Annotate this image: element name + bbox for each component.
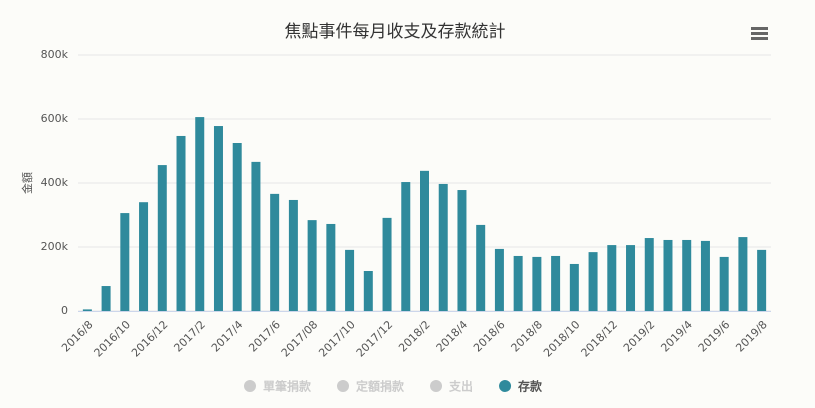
- bar: [195, 117, 205, 311]
- bar: [326, 223, 336, 311]
- bar: [682, 239, 692, 311]
- menu-bar[interactable]: [751, 37, 768, 40]
- y-axis-label: 金額: [20, 172, 34, 194]
- legend-label[interactable]: 存款: [517, 379, 543, 394]
- bar: [420, 170, 429, 311]
- bar: [607, 245, 617, 311]
- bar: [494, 248, 504, 311]
- bar: [270, 193, 280, 311]
- legend-label[interactable]: 單筆捐款: [263, 379, 312, 394]
- bar: [476, 224, 486, 311]
- bar: [345, 249, 355, 311]
- bar: [232, 143, 242, 311]
- bar: [382, 217, 392, 311]
- menu-bar[interactable]: [751, 27, 768, 30]
- bar: [663, 239, 673, 311]
- bar: [569, 263, 579, 311]
- bar: [532, 256, 542, 311]
- bar: [700, 240, 710, 311]
- bar: [438, 183, 448, 311]
- bar: [120, 213, 130, 311]
- legend-marker[interactable]: [430, 380, 443, 392]
- bar: [251, 161, 261, 311]
- legend-label[interactable]: 定額捐款: [356, 379, 405, 394]
- bar: [457, 190, 467, 311]
- bar: [176, 135, 186, 311]
- bar: [363, 271, 373, 311]
- bar: [588, 252, 598, 311]
- bar: [626, 245, 636, 311]
- menu-bar[interactable]: [751, 32, 768, 35]
- bar: [288, 199, 298, 311]
- y-tick-label: 800k: [41, 48, 69, 61]
- bar: [139, 202, 149, 311]
- legend-marker[interactable]: [499, 380, 512, 392]
- bar: [719, 256, 729, 311]
- bar: [82, 309, 92, 311]
- y-tick-label: 200k: [41, 240, 69, 253]
- bar: [157, 165, 167, 311]
- bar: [513, 255, 523, 311]
- bar: [307, 220, 317, 311]
- legend-marker[interactable]: [244, 380, 256, 392]
- bar: [213, 126, 223, 311]
- legend-label[interactable]: 支出: [448, 379, 473, 394]
- bar: [101, 286, 111, 311]
- menu-button[interactable]: [751, 27, 768, 40]
- legend-marker[interactable]: [337, 380, 350, 392]
- y-tick-label: 0: [61, 304, 68, 317]
- y-tick-label: 400k: [41, 176, 69, 189]
- chart-title: 焦點事件每月收支及存款統計: [285, 22, 506, 42]
- bar: [738, 237, 748, 311]
- bar: [551, 255, 561, 311]
- y-tick-label: 600k: [41, 112, 69, 125]
- bar: [644, 238, 654, 311]
- bar: [757, 249, 767, 311]
- bar: [401, 182, 411, 311]
